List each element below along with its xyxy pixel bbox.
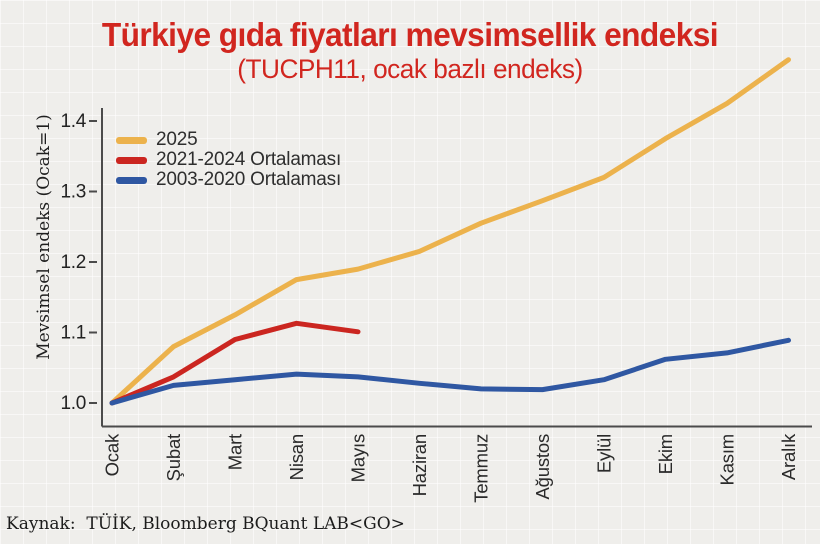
legend-label-2025: 2025 — [156, 129, 198, 150]
chart-header: Türkiye gıda fiyatları mevsimsellik ende… — [0, 16, 820, 84]
legend-row-2003-2020: 2003-2020 Ortalaması — [116, 169, 342, 190]
chart-subtitle: (TUCPH11, ocak bazlı endeks) — [237, 53, 583, 84]
series-line-2003-2020 — [109, 337, 791, 406]
x-month-label: Aralık — [778, 433, 799, 480]
x-month-label: Ağustos — [532, 434, 553, 499]
source-note: Kaynak: TÜİK, Bloomberg BQuant LAB<GO> — [6, 514, 405, 534]
y-tick-label: 1.0 — [60, 393, 86, 414]
series-lines — [109, 57, 791, 406]
legend-swatch-2025 — [116, 136, 147, 144]
x-month-label: Kasım — [717, 434, 738, 485]
y-tick-label: 1.1 — [60, 323, 86, 344]
axis-tick-labels: 1.0 1.1 1.2 1.3 1.4 Ocak Şubat Mart Nisan Mayıs Ha… — [60, 111, 799, 503]
x-month-label: Ocak — [102, 433, 123, 476]
x-month-label: Haziran — [409, 434, 430, 496]
legend-swatch-2003-2020 — [116, 176, 147, 184]
legend-label-2003-2020: 2003-2020 Ortalaması — [156, 169, 342, 190]
legend-label-2021-2024: 2021-2024 Ortalaması — [156, 149, 342, 170]
y-tick-label: 1.4 — [60, 111, 86, 132]
x-month-label: Temmuz — [471, 434, 492, 503]
y-tick-label: 1.3 — [60, 182, 86, 203]
y-tick-label: 1.2 — [60, 252, 86, 273]
x-month-label: Mayıs — [348, 434, 369, 482]
series-line-2021-2024 — [109, 320, 361, 406]
x-month-label: Eylül — [594, 434, 615, 473]
legend-row-2025: 2025 — [116, 129, 341, 150]
x-month-label: Ekim — [655, 434, 676, 474]
x-month-label: Mart — [225, 434, 246, 470]
y-axis-label: Mevsimsel endeks (Ocak=1) — [34, 114, 54, 360]
x-month-label: Nisan — [286, 434, 307, 480]
legend: 2025 2021-2024 Ortalaması 2003-2020 Orta… — [116, 129, 342, 190]
chart-title: Türkiye gıda fiyatları mevsimsellik ende… — [101, 16, 719, 53]
axes — [89, 108, 812, 428]
legend-swatch-2021-2024 — [116, 156, 147, 164]
x-month-label: Şubat — [163, 434, 184, 481]
legend-row-2021-2024: 2021-2024 Ortalaması — [116, 149, 342, 170]
series-line-2025 — [109, 57, 791, 406]
